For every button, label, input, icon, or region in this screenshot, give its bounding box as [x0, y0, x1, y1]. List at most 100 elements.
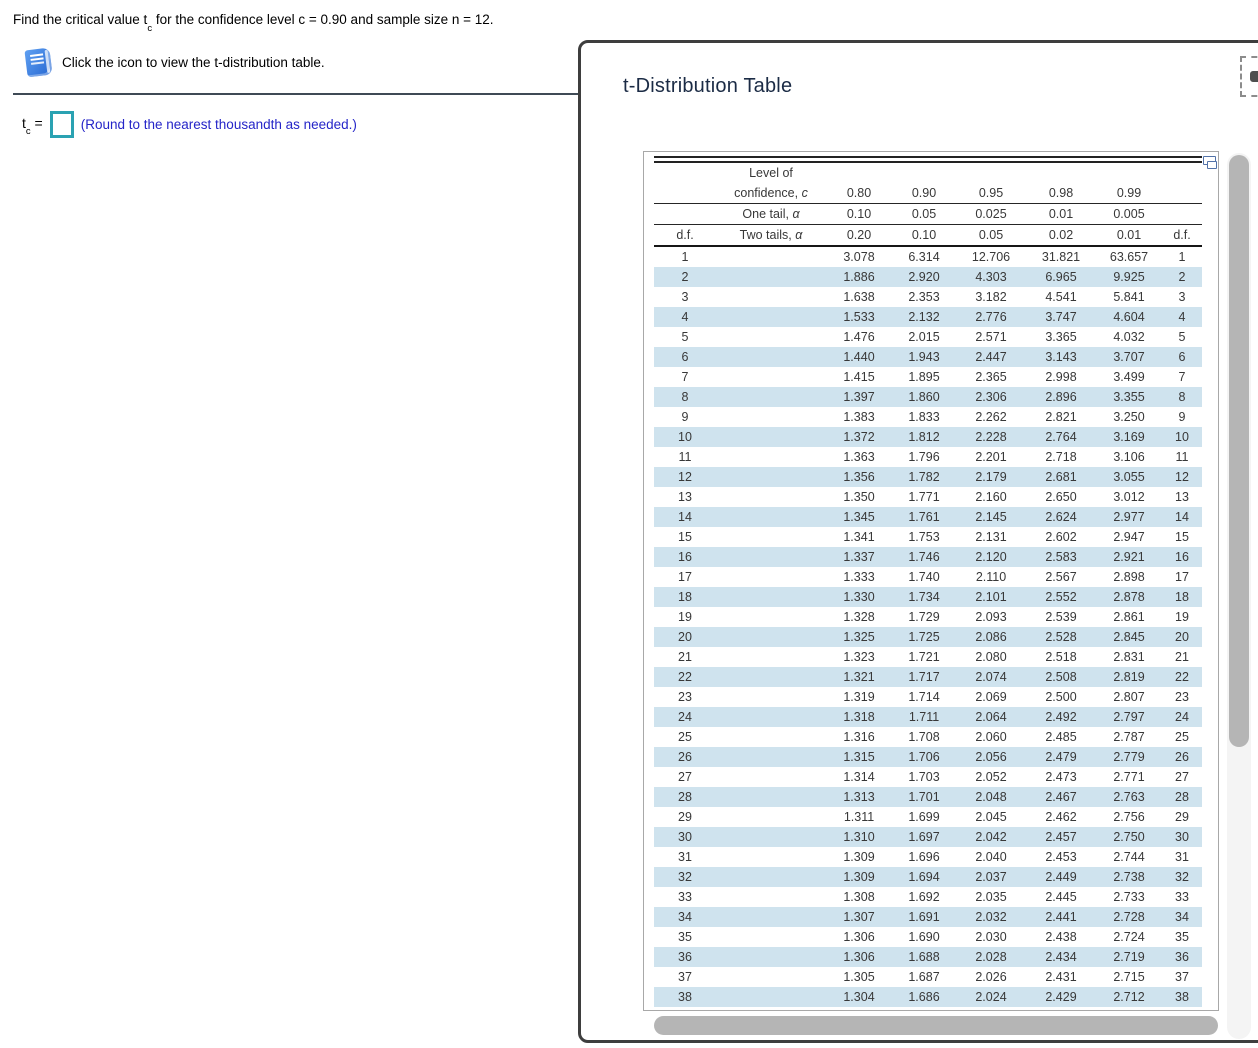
t-value-cell: 1.761 — [908, 510, 940, 524]
t-value-cell: 1.345 — [843, 510, 875, 524]
t-value-cell: 2.467 — [1045, 790, 1077, 804]
t-value-cell: 2.056 — [975, 750, 1007, 764]
t-value-cell: 2.434 — [1045, 950, 1077, 964]
t-value-cell: 6.314 — [908, 250, 940, 264]
horizontal-scrollbar-thumb[interactable] — [654, 1016, 1218, 1035]
df-right-cell: 12 — [1175, 470, 1189, 484]
df-right-cell: 9 — [1178, 410, 1186, 424]
df-left-cell: 9 — [681, 410, 689, 424]
df-right-cell: 4 — [1178, 310, 1186, 324]
critical-value-input[interactable] — [49, 111, 74, 138]
table-row: 16 1.337 1.746 2.120 2.583 2.921 16 — [654, 547, 1202, 567]
t-value-cell: 1.309 — [843, 870, 875, 884]
df-right-cell: 29 — [1175, 810, 1189, 824]
one-tail-value: 0.01 — [1026, 203, 1096, 225]
popout-windows-icon[interactable] — [1203, 156, 1218, 170]
df-right-header: d.f. — [1162, 224, 1202, 247]
t-value-cell: 2.552 — [1045, 590, 1077, 604]
table-row: 17 1.333 1.740 2.110 2.567 2.898 17 — [654, 567, 1202, 587]
t-table-book-icon[interactable] — [24, 47, 53, 78]
t-value-cell: 2.080 — [975, 650, 1007, 664]
df-right-cell: 28 — [1175, 790, 1189, 804]
t-value-cell: 1.323 — [843, 650, 875, 664]
table-row: 31 1.309 1.696 2.040 2.453 2.744 31 — [654, 847, 1202, 867]
t-value-cell: 1.746 — [908, 550, 940, 564]
t-value-cell: 1.687 — [908, 970, 940, 984]
t-value-cell: 1.397 — [843, 390, 875, 404]
t-value-cell: 2.776 — [975, 310, 1007, 324]
t-value-cell: 1.740 — [908, 570, 940, 584]
t-value-cell: 2.738 — [1113, 870, 1145, 884]
t-value-cell: 1.304 — [843, 990, 875, 1004]
confidence-value: 0.99 — [1096, 183, 1162, 204]
answer-label: tc = — [22, 114, 43, 138]
t-value-cell: 63.657 — [1109, 250, 1149, 264]
label-spacer-cell — [716, 347, 826, 367]
df-left-cell: 36 — [678, 950, 692, 964]
table-row: 7 1.415 1.895 2.365 2.998 3.499 7 — [654, 367, 1202, 387]
table-row: 35 1.306 1.690 2.030 2.438 2.724 35 — [654, 927, 1202, 947]
header-one-tail-row: One tail, α 0.10 0.05 0.025 0.01 0.005 — [654, 203, 1202, 225]
t-value-cell: 2.650 — [1045, 490, 1077, 504]
vertical-scrollbar-thumb[interactable] — [1229, 155, 1249, 747]
answer-row: tc = (Round to the nearest thousandth as… — [22, 111, 357, 138]
table-row: 38 1.304 1.686 2.024 2.429 2.712 38 — [654, 987, 1202, 1007]
df-left-cell: 21 — [678, 650, 692, 664]
df-right-cell: 21 — [1175, 650, 1189, 664]
spacer-cell — [654, 183, 716, 204]
df-right-cell: 23 — [1175, 690, 1189, 704]
df-right-cell: 25 — [1175, 730, 1189, 744]
t-value-cell: 1.440 — [843, 350, 875, 364]
t-value-cell: 2.086 — [975, 630, 1007, 644]
df-left-cell: 37 — [678, 970, 692, 984]
t-value-cell: 1.313 — [843, 790, 875, 804]
df-left-cell: 20 — [678, 630, 692, 644]
table-hint-row: Click the icon to view the t-distributio… — [24, 47, 325, 78]
t-value-cell: 2.583 — [1045, 550, 1077, 564]
t-value-cell: 1.729 — [908, 610, 940, 624]
t-value-cell: 2.821 — [1045, 410, 1077, 424]
t-value-cell: 1.316 — [843, 730, 875, 744]
t-value-cell: 1.690 — [908, 930, 940, 944]
t-value-cell: 2.473 — [1045, 770, 1077, 784]
t-value-cell: 3.355 — [1113, 390, 1145, 404]
t-value-cell: 2.040 — [975, 850, 1007, 864]
t-value-cell: 1.692 — [908, 890, 940, 904]
t-value-cell: 2.712 — [1113, 990, 1145, 1004]
table-row: 22 1.321 1.717 2.074 2.508 2.819 22 — [654, 667, 1202, 687]
t-table-panel: Level of confidence, c 0.80 0.90 0.95 0.… — [643, 151, 1219, 1011]
t-value-cell: 2.878 — [1113, 590, 1145, 604]
t-value-cell: 2.744 — [1113, 850, 1145, 864]
df-right-cell: 7 — [1178, 370, 1186, 384]
t-value-cell: 2.060 — [975, 730, 1007, 744]
t-value-cell: 2.728 — [1113, 910, 1145, 924]
t-value-cell: 6.965 — [1045, 270, 1077, 284]
dock-dash-icon[interactable] — [1240, 56, 1258, 97]
df-right-cell: 22 — [1175, 670, 1189, 684]
t-value-cell: 4.032 — [1113, 330, 1145, 344]
t-value-cell: 1.476 — [843, 330, 875, 344]
df-right-cell: 36 — [1175, 950, 1189, 964]
table-row: 3 1.638 2.353 3.182 4.541 5.841 3 — [654, 287, 1202, 307]
label-spacer-cell — [716, 827, 826, 847]
dash-glyph — [1250, 71, 1258, 82]
df-right-cell: 1 — [1178, 250, 1186, 264]
t-value-cell: 2.101 — [975, 590, 1007, 604]
t-value-cell: 1.337 — [843, 550, 875, 564]
df-right-cell: 27 — [1175, 770, 1189, 784]
table-top-rule-2 — [654, 161, 1202, 163]
t-value-cell: 2.024 — [975, 990, 1007, 1004]
t-value-cell: 2.429 — [1045, 990, 1077, 1004]
t-value-cell: 1.860 — [908, 390, 940, 404]
t-value-cell: 1.943 — [908, 350, 940, 364]
df-right-cell: 6 — [1178, 350, 1186, 364]
spacer-cell — [1162, 203, 1202, 225]
confidence-value: 0.80 — [826, 183, 892, 204]
label-spacer-cell — [716, 246, 826, 267]
vertical-scrollbar-track[interactable] — [1227, 153, 1251, 1039]
df-left-cell: 19 — [678, 610, 692, 624]
df-right-cell: 11 — [1175, 450, 1189, 464]
df-left-cell: 13 — [678, 490, 692, 504]
t-value-cell: 2.441 — [1045, 910, 1077, 924]
two-tails-value: 0.10 — [892, 224, 956, 247]
